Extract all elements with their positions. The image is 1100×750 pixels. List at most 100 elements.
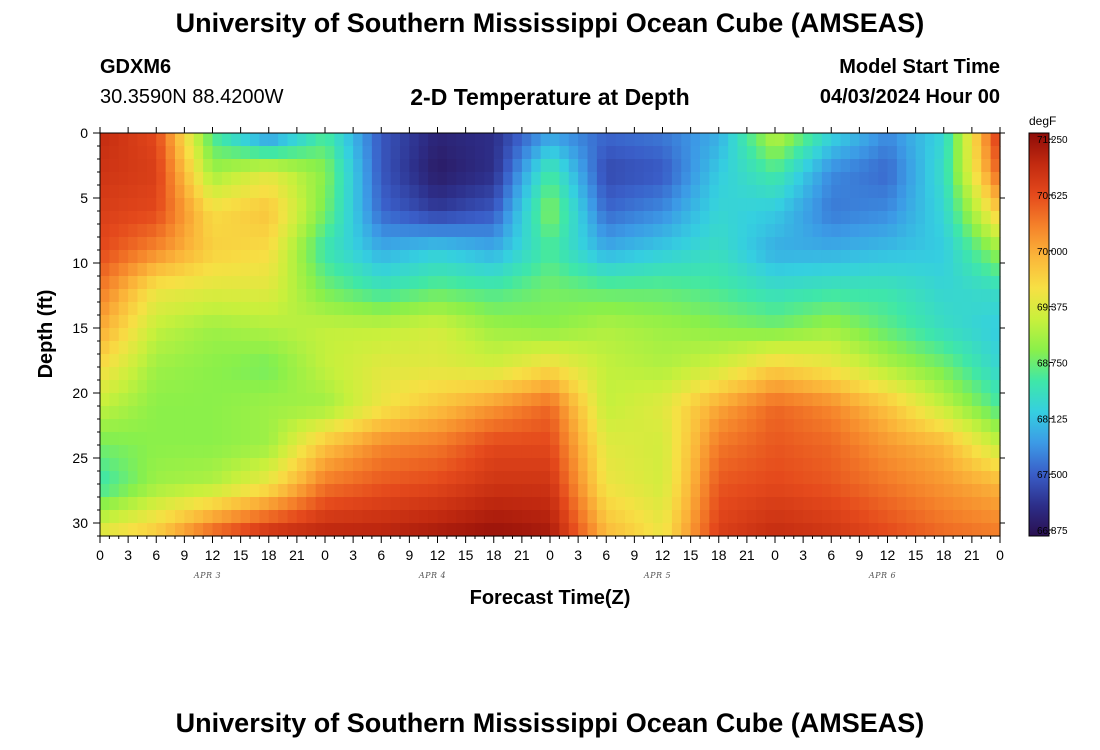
heatmap-cell xyxy=(615,198,626,212)
heatmap-cell xyxy=(784,133,795,147)
heatmap-cell xyxy=(343,393,354,407)
heatmap-cell xyxy=(578,263,589,277)
heatmap-cell xyxy=(437,471,448,485)
heatmap-cell xyxy=(887,276,898,290)
heatmap-cell xyxy=(221,367,232,381)
heatmap-cell xyxy=(606,432,617,446)
heatmap-cell xyxy=(137,159,148,173)
heatmap-cell xyxy=(400,224,410,238)
heatmap-cell xyxy=(850,146,860,160)
heatmap-cell xyxy=(953,471,964,485)
heatmap-cell xyxy=(193,302,204,316)
heatmap-cell xyxy=(428,315,439,329)
heatmap-cell xyxy=(681,263,692,277)
heatmap-cell xyxy=(531,263,542,277)
heatmap-cell xyxy=(390,302,401,316)
heatmap-cell xyxy=(353,289,364,303)
heatmap-cell xyxy=(662,263,673,277)
heatmap-cell xyxy=(615,354,626,368)
heatmap-cell xyxy=(990,432,1001,446)
heatmap-cell xyxy=(240,185,251,199)
heatmap-cell xyxy=(521,224,532,238)
heatmap-cell xyxy=(165,224,176,238)
heatmap-cell xyxy=(268,458,279,472)
heatmap-cell xyxy=(400,484,410,498)
heatmap-cell xyxy=(521,445,532,459)
heatmap-cell xyxy=(765,432,776,446)
heatmap-cell xyxy=(840,315,851,329)
heatmap-cell xyxy=(718,341,729,355)
heatmap-cell xyxy=(756,510,767,524)
heatmap-cell xyxy=(418,458,429,472)
heatmap-cell xyxy=(578,497,589,511)
heatmap-cell xyxy=(503,432,514,446)
heatmap-cell xyxy=(503,328,514,342)
heatmap-cell xyxy=(700,289,710,303)
heatmap-cell xyxy=(362,328,373,342)
heatmap-cell xyxy=(306,380,317,394)
heatmap-cell xyxy=(240,302,251,316)
heatmap-cell xyxy=(540,211,551,225)
heatmap-cell xyxy=(812,406,823,420)
heatmap-cell xyxy=(709,276,720,290)
heatmap-cell xyxy=(175,302,185,316)
heatmap-cell xyxy=(568,315,579,329)
heatmap-cell xyxy=(868,185,879,199)
heatmap-cell xyxy=(850,172,860,186)
heatmap-cell xyxy=(859,419,870,433)
heatmap-cell xyxy=(971,198,982,212)
heatmap-cell xyxy=(465,380,476,394)
heatmap-cell xyxy=(934,406,945,420)
heatmap-cell xyxy=(503,211,514,225)
heatmap-cell xyxy=(521,276,532,290)
heatmap-cell xyxy=(221,224,232,238)
heatmap-cell xyxy=(259,484,270,498)
heatmap-cell xyxy=(850,315,860,329)
heatmap-cell xyxy=(446,419,457,433)
colorbar-tick-label: 67.500 xyxy=(1037,470,1068,481)
heatmap-cell xyxy=(662,419,673,433)
heatmap-cell xyxy=(559,432,570,446)
heatmap-cell xyxy=(578,146,589,160)
heatmap-cell xyxy=(578,445,589,459)
heatmap-cell xyxy=(681,367,692,381)
heatmap-cell xyxy=(859,328,870,342)
heatmap-cell xyxy=(887,471,898,485)
heatmap-cell xyxy=(531,315,542,329)
heatmap-cell xyxy=(653,211,664,225)
heatmap-cell xyxy=(521,419,532,433)
heatmap-cell xyxy=(390,497,401,511)
heatmap-cell xyxy=(156,458,167,472)
heatmap-cell xyxy=(306,354,317,368)
heatmap-cell xyxy=(896,484,907,498)
heatmap-cell xyxy=(100,458,110,472)
heatmap-cell xyxy=(803,406,814,420)
heatmap-cell xyxy=(840,146,851,160)
heatmap-cell xyxy=(990,497,1001,511)
heatmap-cell xyxy=(540,250,551,264)
heatmap-cell xyxy=(784,380,795,394)
heatmap-cell xyxy=(671,198,682,212)
heatmap-cell xyxy=(128,523,139,537)
heatmap-cell xyxy=(278,328,289,342)
heatmap-cell xyxy=(775,523,785,537)
heatmap-cell xyxy=(587,432,598,446)
heatmap-cell xyxy=(250,406,260,420)
heatmap-cell xyxy=(878,289,889,303)
heatmap-cell xyxy=(596,211,607,225)
heatmap-cell xyxy=(221,471,232,485)
heatmap-cell xyxy=(221,380,232,394)
heatmap-cell xyxy=(315,198,326,212)
heatmap-cell xyxy=(887,250,898,264)
heatmap-cell xyxy=(821,198,832,212)
heatmap-cell xyxy=(193,458,204,472)
heatmap-cell xyxy=(334,133,345,147)
heatmap-cell xyxy=(896,198,907,212)
y-axis-label: Depth (ft) xyxy=(35,290,57,379)
heatmap-cell xyxy=(887,237,898,251)
heatmap-cell xyxy=(278,471,289,485)
heatmap-cell xyxy=(493,328,504,342)
heatmap-cell xyxy=(953,263,964,277)
heatmap-cell xyxy=(118,198,129,212)
